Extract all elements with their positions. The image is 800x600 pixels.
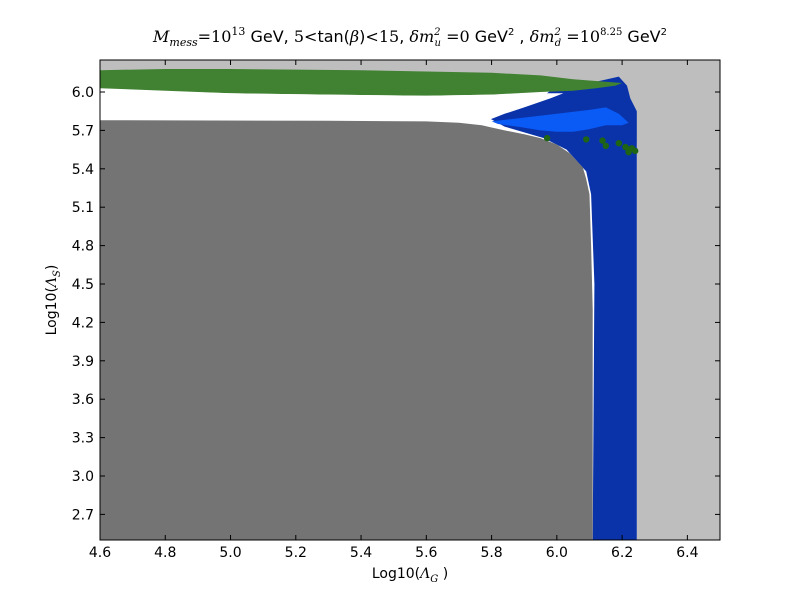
y-axis-label: Log10(ΛS) xyxy=(44,265,63,336)
region-light-blue xyxy=(491,107,629,132)
x-tick-label: 6.0 xyxy=(546,545,568,561)
dots-layer xyxy=(543,134,639,156)
y-tick-label: 4.8 xyxy=(72,239,94,255)
y-tick-label: 3.9 xyxy=(72,354,94,370)
x-tick-label: 4.6 xyxy=(89,545,111,561)
regions-layer xyxy=(100,60,720,540)
ticks-layer: 4.6 4.8 5.0 5.2 5.4 5.6 5.8 6.0 6.2 6.4 2.7 3.0 3.3 3… xyxy=(72,60,720,561)
x-tick-label: 5.4 xyxy=(350,545,372,561)
region-green xyxy=(100,69,623,96)
y-tick-label: 5.7 xyxy=(72,123,94,139)
x-tick-label: 5.0 xyxy=(219,545,241,561)
chart-title: Mmess=1013 GeV, 5<tan(β)<15, δm2 u =0 GeV… xyxy=(152,25,667,49)
x-tick-label: 6.4 xyxy=(676,545,698,561)
plot-frame xyxy=(99,59,721,541)
y-tick-label: 5.4 xyxy=(72,162,94,178)
data-point xyxy=(543,134,551,142)
data-point xyxy=(599,137,606,144)
region-dark-gray xyxy=(100,120,593,540)
y-tick-label: 2.7 xyxy=(72,507,94,523)
y-tick-label: 6.0 xyxy=(72,85,94,101)
data-point xyxy=(615,140,622,147)
region-dark-blue xyxy=(488,76,637,540)
data-point xyxy=(602,142,609,149)
x-tick-label: 5.2 xyxy=(285,545,307,561)
y-tick-label: 4.2 xyxy=(72,315,94,331)
y-tick-label: 4.5 xyxy=(72,277,94,293)
x-tick-label: 5.6 xyxy=(415,545,437,561)
data-point xyxy=(632,147,639,155)
y-tick-label: 3.3 xyxy=(72,431,94,447)
data-point xyxy=(625,149,632,156)
y-tick-label: 5.1 xyxy=(72,200,94,216)
data-point xyxy=(583,136,590,143)
y-tick-label: 3.0 xyxy=(72,469,94,485)
x-tick-label: 5.8 xyxy=(480,545,502,561)
y-tick-label: 3.6 xyxy=(72,392,94,408)
x-tick-label: 4.8 xyxy=(154,545,176,561)
x-tick-label: 6.2 xyxy=(611,545,633,561)
region-white-strip xyxy=(100,89,564,122)
x-axis-label: Log10(ΛG ) xyxy=(372,566,448,585)
